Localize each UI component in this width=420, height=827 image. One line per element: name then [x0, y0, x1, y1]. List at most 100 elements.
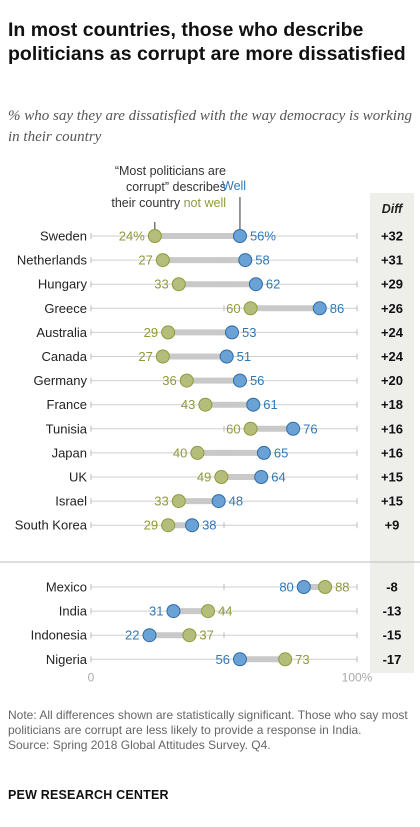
legend-note-line2: corrupt” describes: [125, 180, 226, 194]
value-label-not-well: 44: [218, 604, 232, 619]
diff-value: -17: [383, 652, 402, 667]
dot-well: [219, 349, 234, 364]
dot-not-well: [278, 652, 293, 667]
dot-well: [254, 470, 269, 484]
dot-well: [256, 445, 271, 460]
value-label-well: 31: [149, 604, 163, 619]
country-label: Canada: [41, 349, 87, 364]
value-label-well: 48: [229, 494, 243, 509]
value-label-not-well: 40: [173, 445, 187, 460]
country-label: Netherlands: [17, 253, 88, 268]
value-label-well: 51: [237, 349, 251, 364]
value-label-not-well: 88: [335, 580, 349, 595]
dot-well: [232, 373, 247, 388]
value-label-well: 61: [263, 397, 277, 412]
country-label: Tunisia: [46, 421, 88, 436]
x-tick-label-100: 100%: [342, 670, 373, 684]
value-label-well: 38: [202, 518, 216, 533]
diff-value: +15: [381, 470, 403, 485]
dot-not-well: [318, 580, 333, 594]
legend-well: Well: [222, 179, 247, 193]
diff-value: +16: [381, 421, 403, 436]
country-label: South Korea: [15, 518, 88, 533]
value-label-well: 56: [215, 652, 229, 667]
diff-value: -13: [383, 604, 402, 619]
value-label-not-well: 24%: [119, 229, 145, 244]
value-label-well: 86: [330, 301, 344, 316]
dot-well: [142, 628, 157, 643]
country-label: India: [59, 604, 88, 619]
value-label-not-well: 43: [181, 397, 195, 412]
country-label: Sweden: [40, 229, 87, 244]
country-label: Japan: [52, 445, 87, 460]
value-label-not-well: 29: [144, 518, 158, 533]
value-label-not-well: 27: [138, 253, 152, 268]
value-label-not-well: 29: [144, 325, 158, 340]
dot-not-well: [214, 470, 229, 484]
value-label-not-well: 73: [295, 652, 309, 667]
dot-not-well: [201, 604, 216, 619]
diff-value: +18: [381, 397, 403, 412]
source-text: Source: Spring 2018 Global Attitudes Sur…: [8, 738, 271, 752]
diff-value: -15: [383, 628, 402, 643]
diff-column-background: [370, 193, 414, 673]
dot-well: [248, 277, 263, 292]
dot-not-well: [198, 397, 213, 412]
dot-well: [211, 494, 226, 509]
value-label-well: 53: [242, 325, 256, 340]
country-label: Australia: [36, 325, 87, 340]
diff-value: +16: [381, 445, 403, 460]
dot-not-well: [147, 229, 162, 243]
value-label-not-well: 36: [162, 373, 176, 388]
dot-well: [224, 325, 239, 340]
country-label: Germany: [34, 373, 88, 388]
value-label-not-well: 33: [154, 494, 168, 509]
country-label: Mexico: [46, 580, 87, 595]
diff-header: Diff: [382, 202, 404, 216]
value-label-not-well: 60: [226, 421, 240, 436]
dot-not-well: [155, 253, 170, 268]
value-label-not-well: 60: [226, 301, 240, 316]
legend-note-line3: their country: [111, 196, 181, 210]
dot-not-well: [179, 373, 194, 388]
value-label-well: 80: [279, 580, 293, 595]
value-label-not-well: 33: [154, 277, 168, 292]
dot-well: [296, 580, 311, 594]
value-label-well: 65: [274, 445, 288, 460]
dot-not-well: [155, 349, 170, 364]
country-label: Hungary: [38, 277, 88, 292]
diff-value: +15: [381, 494, 403, 509]
chart-subtitle: % who say they are dissatisfied with the…: [8, 108, 412, 145]
value-label-not-well: 37: [199, 628, 213, 643]
x-tick-label-0: 0: [88, 670, 95, 684]
dot-well: [312, 301, 327, 316]
dot-well: [246, 397, 261, 412]
chart-title: In most countries, those who describe po…: [8, 19, 406, 65]
diff-value: +9: [385, 518, 400, 533]
note-text: Note: All differences shown are statisti…: [8, 708, 408, 737]
country-label: Indonesia: [31, 628, 88, 643]
value-label-well: 56: [250, 373, 264, 388]
value-label-well: 56%: [250, 229, 276, 244]
dot-well: [185, 518, 200, 533]
country-label: UK: [69, 470, 87, 485]
dot-not-well: [243, 301, 258, 316]
diff-value: +24: [381, 325, 404, 340]
diff-value: -8: [386, 580, 398, 595]
dot-well: [286, 421, 301, 436]
value-label-well: 22: [125, 628, 139, 643]
dot-not-well: [161, 518, 176, 533]
diff-value: +26: [381, 301, 403, 316]
value-label-well: 76: [303, 421, 317, 436]
diff-value: +24: [381, 349, 404, 364]
brand-logo-text: PEW RESEARCH CENTER: [8, 788, 169, 802]
legend-note-line3-row: their country not well: [36, 195, 226, 211]
diff-value: +32: [381, 229, 403, 244]
diff-value: +31: [381, 253, 403, 268]
legend-note: “Most politicians are corrupt” describes…: [36, 163, 226, 211]
country-label: Nigeria: [46, 652, 88, 667]
legend-note-line1: “Most politicians are: [114, 164, 226, 178]
dot-not-well: [171, 494, 186, 509]
dot-well: [232, 652, 247, 667]
dot-chart: Diff Sweden 24% 56% +32 Netherlands 27 58 +31 Hun…: [0, 197, 420, 684]
